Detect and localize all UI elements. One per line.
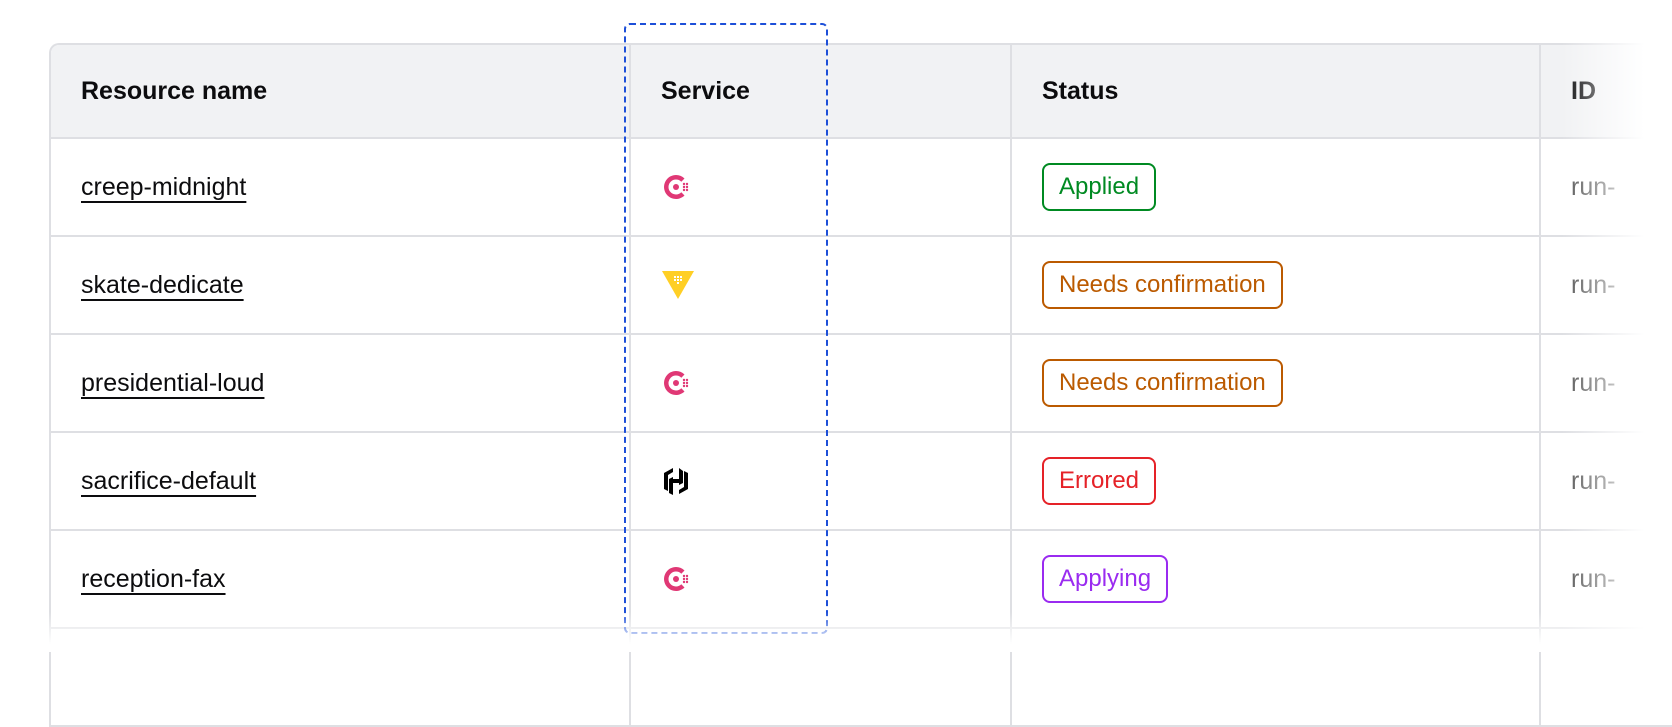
resources-table: Resource name Service Status ID creep-mi… [49,43,1672,727]
table-row: presidential-loud Needs confirmation run… [51,335,1672,433]
column-header-id[interactable]: ID [1571,76,1596,105]
run-id: run- [1571,368,1616,397]
status-cell: Needs confirmation [1012,335,1541,431]
resource-link[interactable]: creep-midnight [81,172,247,201]
hashicorp-icon [661,466,691,496]
resource-link[interactable]: reception-fax [81,564,226,593]
resource-name-cell: presidential-loud [51,335,631,431]
table-row: reception-fax Applying run- [51,531,1672,629]
run-id: run- [1571,466,1616,495]
status-cell: Needs confirmation [1012,237,1541,333]
run-id: run- [1571,172,1616,201]
service-cell [631,237,1012,333]
status-badge: Applied [1042,163,1157,211]
table-row: skate-dedicate Needs confirmation run- [51,237,1672,335]
column-header-status[interactable]: Status [1012,45,1541,137]
consul-icon [661,368,691,398]
column-header-resource-name[interactable]: Resource name [51,45,631,137]
service-cell [631,433,1012,529]
resource-link[interactable]: presidential-loud [81,368,265,397]
consul-icon [661,564,691,594]
table-row: creep-midnight Applied run- [51,139,1672,237]
id-cell: run- [1541,139,1672,235]
service-cell [631,531,1012,627]
id-cell: run- [1541,335,1672,431]
table-row-partial [51,629,1672,727]
status-badge: Errored [1042,457,1157,505]
vault-icon [661,269,695,301]
table-row: sacrifice-default Errored run- [51,433,1672,531]
id-cell: run- [1541,531,1672,627]
run-id: run- [1571,564,1616,593]
column-header-service[interactable]: Service [631,45,1012,137]
service-cell [631,335,1012,431]
id-cell: run- [1541,237,1672,333]
status-badge: Needs confirmation [1042,261,1283,309]
resource-name-cell: reception-fax [51,531,631,627]
status-badge: Applying [1042,555,1169,603]
run-id: run- [1571,270,1616,299]
resource-name-cell: sacrifice-default [51,433,631,529]
status-cell: Applying [1012,531,1541,627]
resource-name-cell: creep-midnight [51,139,631,235]
status-badge: Needs confirmation [1042,359,1283,407]
resource-name-cell: skate-dedicate [51,237,631,333]
resource-link[interactable]: sacrifice-default [81,466,257,495]
id-cell: run- [1541,433,1672,529]
table-header: Resource name Service Status ID [51,45,1672,139]
service-cell [631,139,1012,235]
status-cell: Errored [1012,433,1541,529]
resource-link[interactable]: skate-dedicate [81,270,244,299]
status-cell: Applied [1012,139,1541,235]
consul-icon [661,172,691,202]
